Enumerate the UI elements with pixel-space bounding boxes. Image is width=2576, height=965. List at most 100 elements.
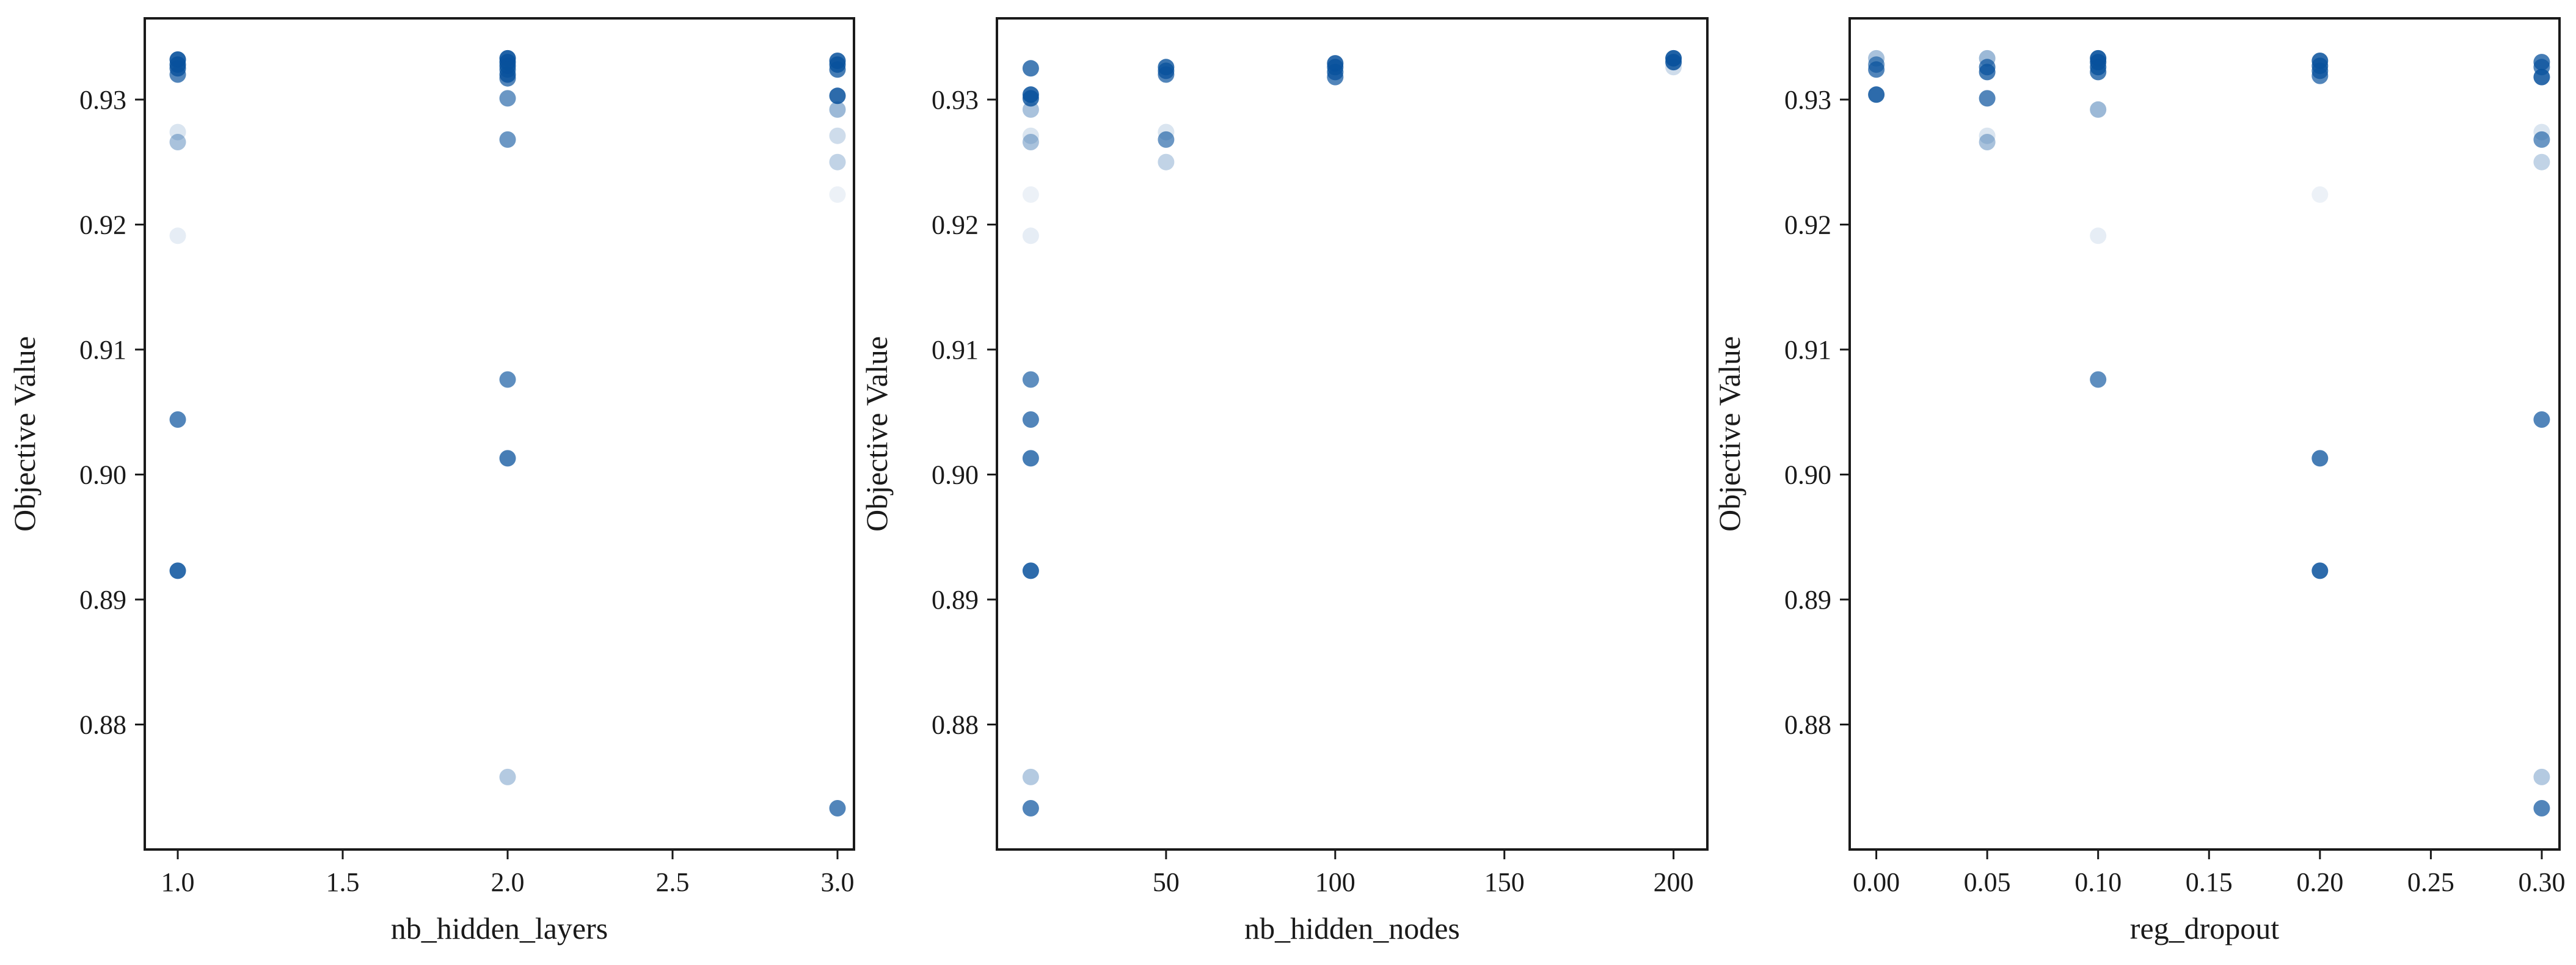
data-point <box>499 70 516 87</box>
y-tick-label: 0.88 <box>932 710 979 739</box>
data-point <box>2090 101 2107 118</box>
data-point <box>2533 68 2550 86</box>
y-tick-label: 0.91 <box>1784 335 1831 365</box>
x-tick-label: 50 <box>1153 867 1180 897</box>
x-tick-label: 2.5 <box>656 867 690 897</box>
data-point <box>1158 131 1175 148</box>
data-point <box>1158 66 1175 83</box>
y-axis-label: Objective Value <box>859 336 894 532</box>
data-point <box>829 61 846 78</box>
data-point <box>2533 800 2550 816</box>
data-point <box>2311 186 2329 203</box>
y-tick-label: 0.89 <box>932 585 979 615</box>
y-tick-label: 0.92 <box>932 210 979 240</box>
data-point <box>1022 768 1039 785</box>
y-tick-label: 0.93 <box>1784 85 1831 115</box>
x-tick-label: 0.25 <box>2407 867 2454 897</box>
data-point <box>1022 186 1039 203</box>
y-tick-label: 0.88 <box>79 710 126 739</box>
data-point <box>1665 54 1682 71</box>
data-point <box>1022 371 1039 388</box>
x-tick-label: 100 <box>1315 867 1356 897</box>
plot-frame <box>144 17 855 851</box>
data-point <box>169 411 186 428</box>
y-tick-label: 0.91 <box>932 335 979 365</box>
x-tick-label: 1.0 <box>161 867 195 897</box>
data-point <box>1158 153 1175 171</box>
data-point <box>2090 64 2107 81</box>
data-point <box>1022 101 1039 118</box>
data-point <box>499 450 516 467</box>
data-point <box>169 562 186 579</box>
data-point <box>2090 227 2107 244</box>
data-point <box>2311 450 2329 467</box>
data-point <box>2533 131 2550 148</box>
data-point <box>1979 127 1996 144</box>
data-point <box>499 371 516 388</box>
plot-frame <box>996 17 1709 851</box>
x-tick-label: 0.15 <box>2186 867 2233 897</box>
x-axis-label: reg_dropout <box>2130 911 2279 945</box>
data-point <box>1868 86 1885 103</box>
subplot-nb-hidden-layers: 1.0 1.5 2.0 2.5 3.0 0.88 0.89 0.90 0.91 0.92 0.93 n… <box>7 17 855 945</box>
y-tick-label: 0.92 <box>79 210 126 240</box>
x-tick-label: 1.5 <box>326 867 360 897</box>
data-point <box>1022 450 1039 467</box>
x-tick-label: 150 <box>1484 867 1525 897</box>
data-point <box>829 127 846 144</box>
y-tick-label: 0.92 <box>1784 210 1831 240</box>
data-point <box>829 800 846 816</box>
data-point <box>169 123 186 141</box>
x-tick-label: 0.05 <box>1964 867 2011 897</box>
data-point <box>1022 800 1039 816</box>
x-tick-label: 200 <box>1654 867 1694 897</box>
data-point <box>1665 59 1682 76</box>
data-point <box>1022 90 1039 107</box>
data-point <box>1979 90 1996 107</box>
data-point <box>499 131 516 148</box>
y-axis-label: Objective Value <box>1712 336 1746 532</box>
data-point <box>499 90 516 107</box>
x-tick-label: 0.20 <box>2296 867 2343 897</box>
data-point <box>829 186 846 203</box>
data-point <box>169 227 186 244</box>
subplot-nb-hidden-nodes: 50 100 150 200 0.88 0.89 0.90 0.91 0.92 0.93 nb_hi… <box>859 17 1709 945</box>
y-tick-label: 0.90 <box>1784 460 1831 490</box>
data-point <box>829 153 846 171</box>
x-axis-label: nb_hidden_nodes <box>1244 911 1460 945</box>
data-point <box>1022 411 1039 428</box>
data-point <box>1868 61 1885 78</box>
data-point <box>829 87 846 105</box>
x-axis-label: nb_hidden_layers <box>391 911 608 945</box>
data-point <box>2533 768 2550 785</box>
y-tick-label: 0.88 <box>1784 710 1831 739</box>
data-point <box>2533 153 2550 171</box>
y-tick-label: 0.90 <box>932 460 979 490</box>
data-point <box>1022 227 1039 244</box>
y-axis-label: Objective Value <box>7 336 42 532</box>
data-point <box>2090 371 2107 388</box>
subplot-reg-dropout: 0.00 0.05 0.10 0.15 0.20 0.25 0.30 0.88 0.89 0.90… <box>1712 17 2565 945</box>
data-point <box>1979 64 1996 81</box>
data-point <box>1022 562 1039 579</box>
data-point <box>499 768 516 785</box>
y-tick-label: 0.91 <box>79 335 126 365</box>
x-tick-label: 2.0 <box>491 867 525 897</box>
x-tick-label: 3.0 <box>821 867 855 897</box>
data-point <box>1327 68 1344 86</box>
y-tick-label: 0.90 <box>79 460 126 490</box>
x-tick-label: 0.10 <box>2074 867 2122 897</box>
data-point <box>829 101 846 118</box>
data-point <box>2533 411 2550 428</box>
data-point <box>1022 127 1039 144</box>
data-point <box>169 66 186 83</box>
plot-frame <box>1848 17 2561 851</box>
data-point <box>2311 67 2329 84</box>
data-point <box>169 134 186 150</box>
data-point <box>2311 562 2329 579</box>
y-tick-label: 0.89 <box>79 585 126 615</box>
data-point <box>1022 134 1039 150</box>
data-point <box>1979 134 1996 150</box>
y-tick-label: 0.93 <box>79 85 126 115</box>
